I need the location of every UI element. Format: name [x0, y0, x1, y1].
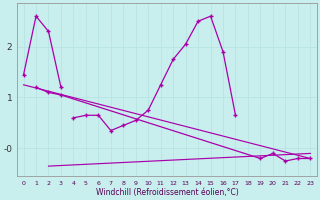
X-axis label: Windchill (Refroidissement éolien,°C): Windchill (Refroidissement éolien,°C) [96, 188, 238, 197]
